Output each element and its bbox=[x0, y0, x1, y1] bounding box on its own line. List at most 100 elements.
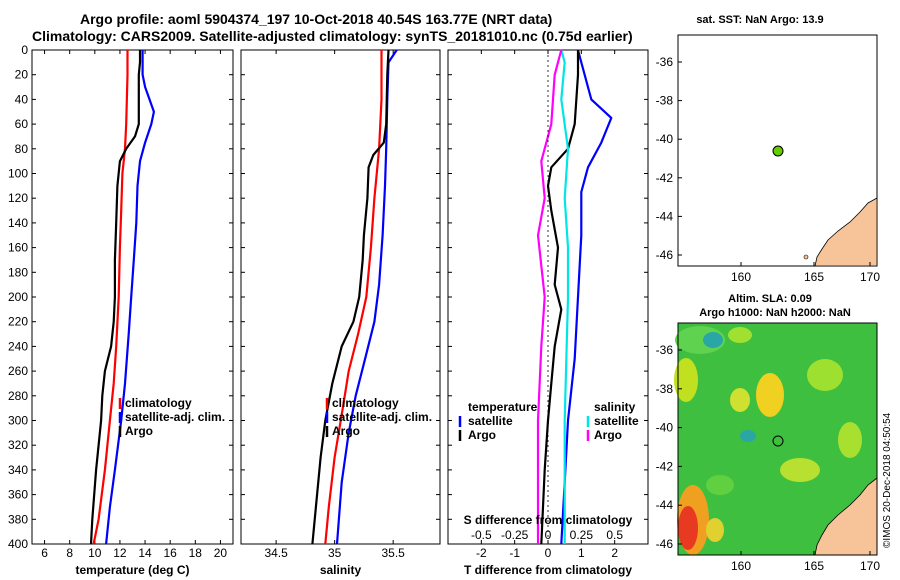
y-tick-label: 100 bbox=[8, 167, 28, 181]
y-tick-label: 400 bbox=[8, 537, 28, 551]
x-tick-label: 18 bbox=[189, 546, 203, 560]
y-tick-label: 380 bbox=[8, 512, 28, 526]
y-tick-label: 360 bbox=[8, 488, 28, 502]
legend-label: climatology bbox=[125, 396, 192, 410]
series-line-argo bbox=[311, 49, 390, 545]
y-tick-label: 300 bbox=[8, 414, 28, 428]
y-tick-label: 340 bbox=[8, 463, 28, 477]
y-tick-label: 220 bbox=[8, 315, 28, 329]
argo-location-ring bbox=[772, 435, 784, 447]
y-tick-label: 280 bbox=[8, 389, 28, 403]
sla-blob bbox=[807, 359, 843, 391]
plot-frame bbox=[240, 49, 441, 545]
sla-blob bbox=[780, 458, 820, 482]
x-tick-label: 14 bbox=[138, 546, 152, 560]
sla-blob bbox=[674, 358, 698, 402]
legend-label: Argo bbox=[125, 424, 153, 438]
series-line-salinity-satellite bbox=[560, 49, 570, 544]
map-x-tick-label: 170 bbox=[860, 559, 880, 573]
y-tick-label: 80 bbox=[15, 142, 29, 156]
series-line-climatology bbox=[324, 50, 383, 545]
series-line-temperature-satellite bbox=[560, 49, 613, 545]
sla-map-frame bbox=[677, 322, 878, 556]
y-tick-label: 180 bbox=[8, 265, 28, 279]
sla-blob bbox=[740, 430, 756, 442]
legend-label: Argo bbox=[594, 428, 622, 442]
y-tick-label: 320 bbox=[8, 438, 28, 452]
legend-label: climatology bbox=[332, 396, 399, 410]
y-tick-label: 240 bbox=[8, 339, 28, 353]
map-x-tick-label: 165 bbox=[804, 270, 824, 284]
legend-label: satellite bbox=[594, 414, 639, 428]
sla-blob bbox=[703, 332, 723, 348]
sla-blob bbox=[756, 373, 784, 417]
series-line-climatology bbox=[92, 50, 129, 545]
sla-blob bbox=[728, 327, 752, 343]
x-tick-label: 20 bbox=[214, 546, 228, 560]
secondary-tick-label: -0.5 bbox=[471, 528, 492, 542]
y-tick-label: 160 bbox=[8, 241, 28, 255]
x-tick-label: 10 bbox=[88, 546, 102, 560]
map-y-tick-label: -46 bbox=[656, 537, 674, 551]
legend-label: satellite-adj. clim. bbox=[125, 410, 225, 424]
x-tick-label: 2 bbox=[611, 546, 618, 560]
secondary-tick-label: 0.25 bbox=[570, 528, 594, 542]
y-tick-label: 60 bbox=[15, 117, 29, 131]
sst-map-island bbox=[803, 254, 809, 260]
legend-label: satellite-adj. clim. bbox=[332, 410, 432, 424]
secondary-tick-label: -0.25 bbox=[501, 528, 529, 542]
map-y-tick-label: -44 bbox=[656, 209, 674, 223]
title-line-1: Argo profile: aoml 5904374_197 10-Oct-20… bbox=[80, 11, 553, 27]
x-axis-label: T difference from climatology bbox=[464, 563, 632, 577]
map-y-tick-label: -36 bbox=[656, 343, 674, 357]
legend-label: Argo bbox=[332, 424, 360, 438]
legend-title: salinity bbox=[594, 400, 636, 414]
y-tick-label: 120 bbox=[8, 191, 28, 205]
sla-blob bbox=[838, 422, 862, 458]
x-tick-label: 35 bbox=[328, 546, 342, 560]
map-x-tick-label: 170 bbox=[860, 270, 880, 284]
x-axis-label: salinity bbox=[320, 563, 362, 577]
map-y-tick-label: -46 bbox=[656, 248, 674, 262]
temperature-panel: 6 8 10 12 14 16 18 2002040608010012014016018020… bbox=[8, 43, 234, 577]
series-line-temperature-argo bbox=[540, 50, 580, 545]
map-x-tick-label: 160 bbox=[731, 270, 751, 284]
map-y-tick-label: -38 bbox=[656, 94, 674, 108]
x-tick-label: 35.5 bbox=[381, 546, 405, 560]
sla-map: Altim. SLA: 0.09 Argo h1000: NaN h2000: … bbox=[656, 293, 881, 573]
x-tick-label: -2 bbox=[476, 546, 487, 560]
sla-map-title-1: Altim. SLA: 0.09 bbox=[728, 293, 812, 305]
map-x-tick-label: 165 bbox=[804, 559, 824, 573]
x-tick-label: -1 bbox=[509, 546, 520, 560]
title-line-2: Climatology: CARS2009. Satellite-adjuste… bbox=[32, 28, 633, 44]
series-line-salinity-argo bbox=[536, 49, 563, 544]
sla-map-title-2: Argo h1000: NaN h2000: NaN bbox=[699, 307, 851, 319]
x-tick-label: 12 bbox=[113, 546, 127, 560]
y-tick-label: 140 bbox=[8, 216, 28, 230]
x-tick-label: 16 bbox=[164, 546, 178, 560]
map-y-tick-label: -42 bbox=[656, 171, 674, 185]
sst-map: sat. SST: NaN Argo: 13.9 160 165 170 -36 -38… bbox=[656, 14, 881, 284]
plot-frame bbox=[31, 49, 234, 545]
sla-blob bbox=[730, 388, 750, 412]
x-tick-label: 34.5 bbox=[264, 546, 288, 560]
legend-label: Argo bbox=[468, 428, 496, 442]
map-y-tick-label: -40 bbox=[656, 421, 674, 435]
y-tick-label: 260 bbox=[8, 364, 28, 378]
x-tick-label: 8 bbox=[66, 546, 73, 560]
map-y-tick-label: -38 bbox=[656, 382, 674, 396]
copyright-stamp: ©IMOS 20-Dec-2018 04:50:54 bbox=[882, 412, 893, 548]
map-x-tick-label: 160 bbox=[731, 559, 751, 573]
y-tick-label: 0 bbox=[21, 43, 28, 57]
x-tick-label: 6 bbox=[41, 546, 48, 560]
legend-label: satellite bbox=[468, 414, 513, 428]
map-y-tick-label: -44 bbox=[656, 498, 674, 512]
map-y-tick-label: -36 bbox=[656, 55, 674, 69]
sst-map-title: sat. SST: NaN Argo: 13.9 bbox=[696, 14, 823, 26]
x-tick-label: 1 bbox=[578, 546, 585, 560]
legend-title: temperature bbox=[468, 400, 538, 414]
sst-map-land bbox=[814, 197, 878, 267]
argo-location-dot bbox=[772, 145, 784, 157]
y-tick-label: 40 bbox=[15, 92, 29, 106]
